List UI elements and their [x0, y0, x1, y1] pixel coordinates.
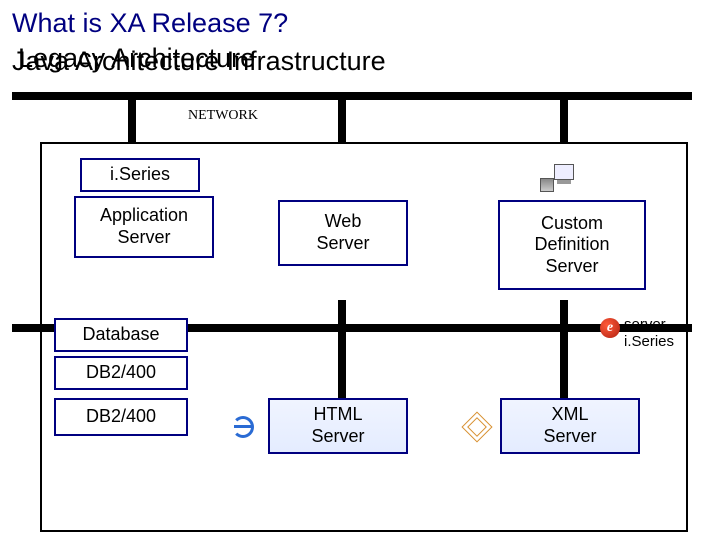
ie-icon [232, 416, 254, 438]
db2-box-2: DB2/400 [54, 398, 188, 436]
db2-box-1: DB2/400 [54, 356, 188, 390]
eserver-label: serveri.Series [624, 316, 674, 351]
drop-mid-2 [338, 300, 346, 410]
drop-left [128, 92, 136, 148]
iseries-header-box: i.Series [80, 158, 200, 192]
application-server-box: ApplicationServer [74, 196, 214, 258]
drop-right-2 [560, 300, 568, 410]
database-box: Database [54, 318, 188, 352]
custom-definition-server-box: CustomDefinitionServer [498, 200, 646, 290]
subtitle: Legacy Architecture Java Architecture In… [12, 43, 720, 81]
html-server-box: HTMLServer [268, 398, 408, 454]
page-title: What is XA Release 7? [0, 0, 720, 43]
eserver-icon: e [600, 318, 620, 338]
web-server-box: WebServer [278, 200, 408, 266]
subtitle-front: Java Architecture Infrastructure [12, 46, 386, 77]
network-label: NETWORK [186, 108, 260, 124]
network-bar-top [12, 92, 692, 100]
xml-server-box: XMLServer [500, 398, 640, 454]
server-icon [540, 164, 574, 192]
